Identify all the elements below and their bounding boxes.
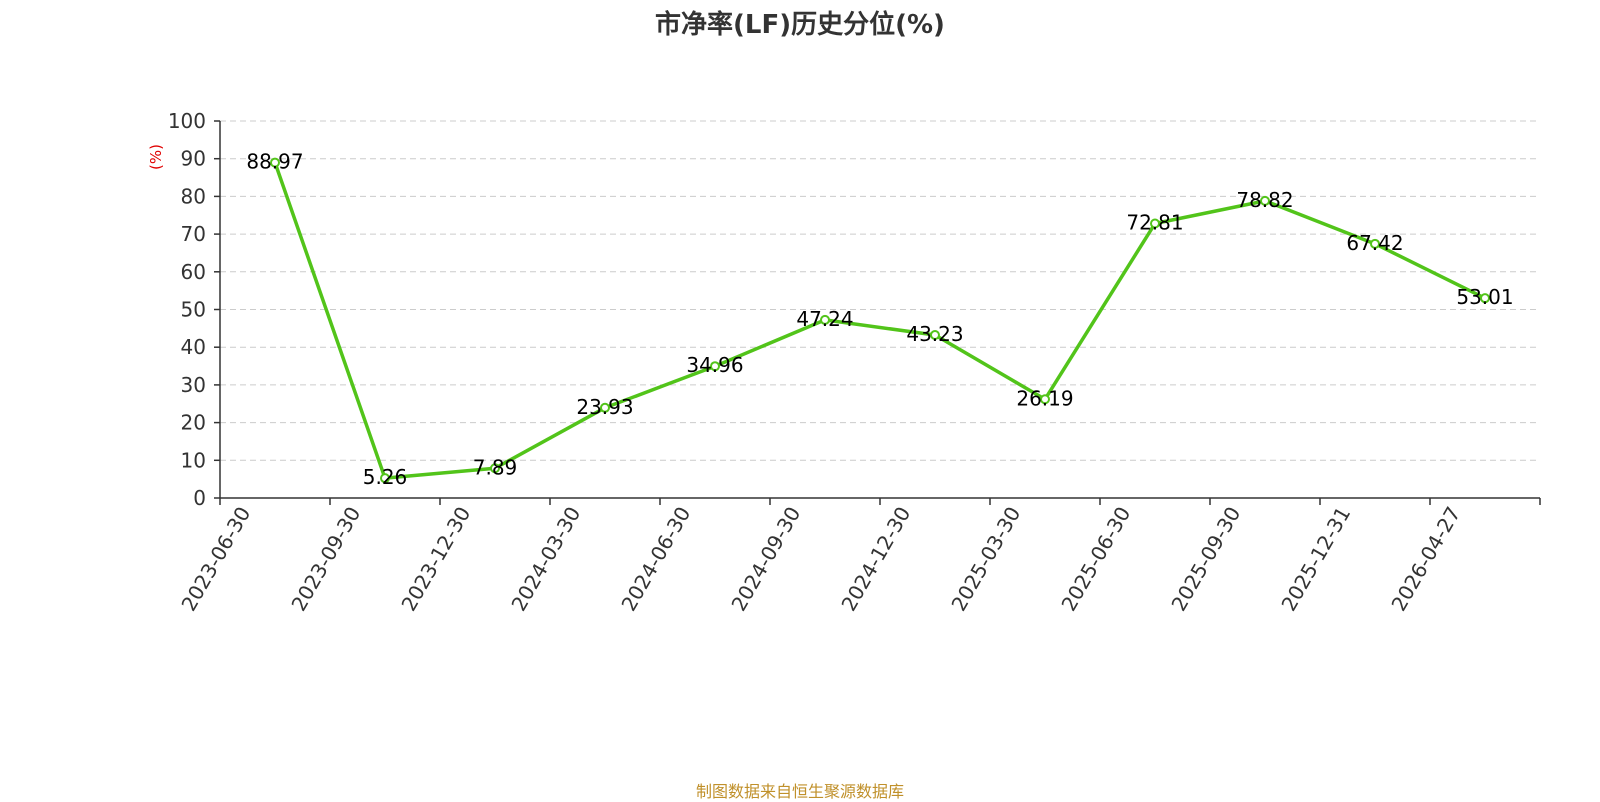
data-label: 78.82 (1236, 188, 1293, 212)
x-tick-label: 2024-06-30 (616, 503, 695, 616)
data-label: 53.01 (1456, 285, 1513, 309)
data-point (270, 157, 280, 168)
y-tick-label: 100 (168, 109, 206, 133)
data-label: 47.24 (796, 307, 853, 331)
data-point (930, 330, 940, 341)
data-point (1370, 238, 1380, 249)
y-tick-label: 50 (181, 298, 206, 322)
y-tick-label: 30 (181, 373, 206, 397)
data-label: 34.96 (686, 353, 743, 377)
x-tick-label: 2023-06-30 (176, 503, 255, 616)
y-tick-label: 10 (181, 448, 206, 472)
x-tick-label: 2025-06-30 (1056, 503, 1135, 616)
data-point (1480, 293, 1490, 304)
data-point (820, 314, 830, 325)
data-point (380, 473, 390, 484)
data-point (1260, 195, 1270, 206)
data-point (1040, 394, 1050, 405)
data-label: 23.93 (576, 395, 633, 419)
x-tick-label: 2024-12-30 (836, 503, 915, 616)
chart-title: 市净率(LF)历史分位(%) (655, 10, 945, 40)
x-tick-label: 2024-09-30 (726, 503, 805, 616)
source-note: 制图数据来自恒生聚源数据库 (695, 782, 904, 801)
y-tick-label: 20 (181, 411, 206, 435)
y-tick-label: 40 (181, 335, 206, 359)
data-point (490, 463, 500, 474)
x-tick-label: 2026-04-27 (1386, 503, 1465, 616)
x-tick-label: 2023-12-30 (396, 503, 475, 616)
y-tick-label: 90 (181, 147, 206, 171)
data-label: 88.97 (246, 150, 303, 174)
data-point (710, 361, 720, 372)
data-point (1150, 218, 1160, 229)
x-tick-label: 2024-03-30 (506, 503, 585, 616)
data-label: 72.81 (1126, 211, 1183, 235)
data-label: 7.89 (473, 455, 518, 479)
data-point (600, 402, 610, 413)
x-tick-label: 2025-03-30 (946, 503, 1025, 616)
x-tick-label: 2025-09-30 (1166, 503, 1245, 616)
data-label: 26.19 (1016, 386, 1073, 410)
data-label: 5.26 (363, 465, 408, 489)
y-tick-label: 70 (181, 222, 206, 246)
data-label: 43.23 (906, 322, 963, 346)
y-tick-label: 60 (181, 260, 206, 284)
series-line (273, 162, 1486, 480)
x-tick-label: 2023-09-30 (286, 503, 365, 616)
y-tick-label: 80 (181, 184, 206, 208)
y-tick-label: 0 (193, 486, 206, 510)
data-label: 67.42 (1346, 231, 1403, 255)
y-axis-unit-label: (%) (147, 144, 165, 170)
x-tick-label: 2025-12-31 (1276, 503, 1355, 616)
